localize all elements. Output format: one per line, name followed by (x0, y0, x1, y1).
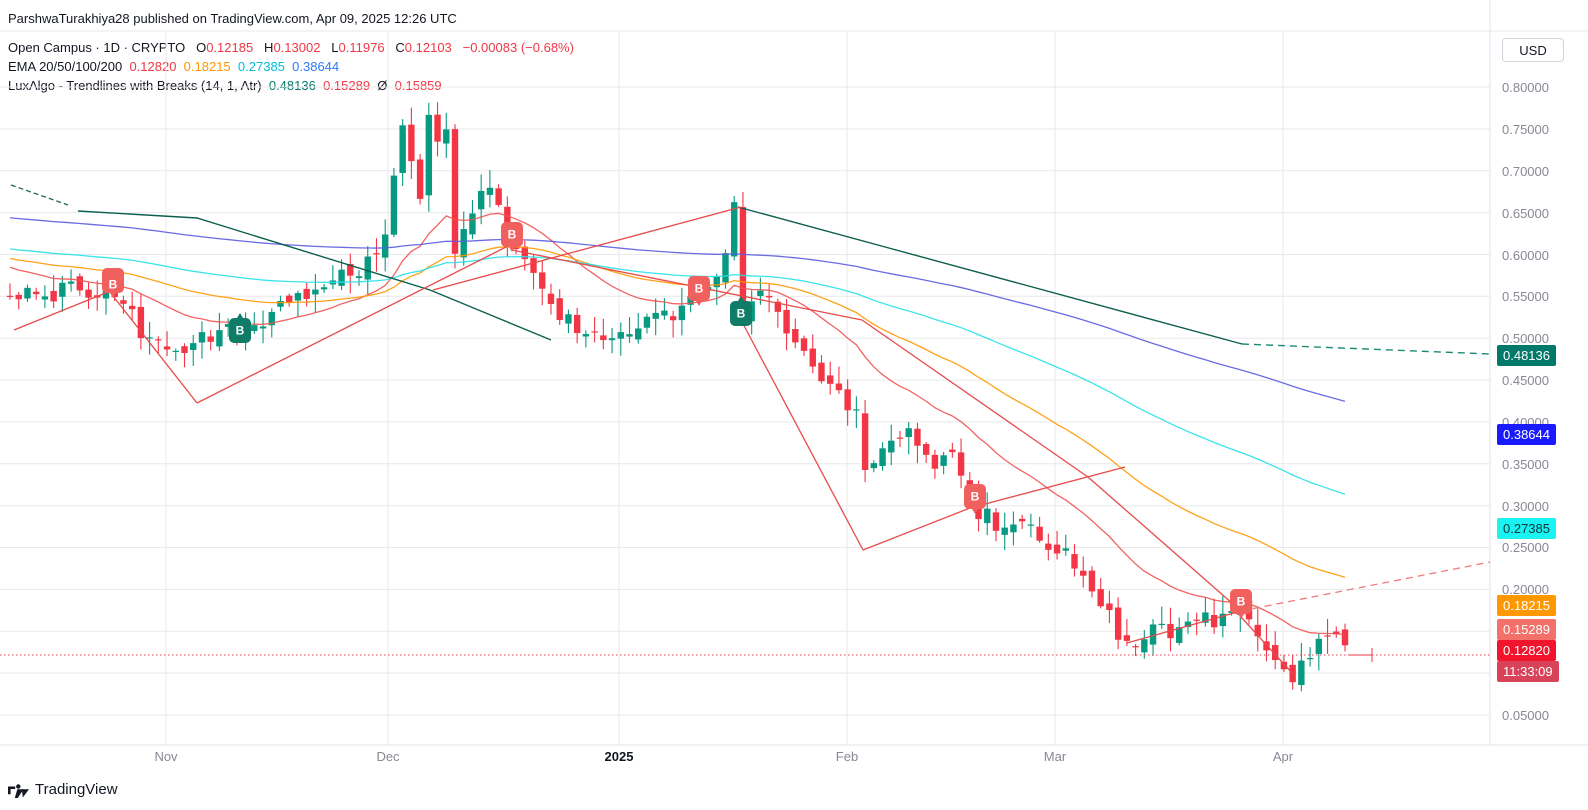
svg-text:B: B (236, 324, 245, 338)
svg-text:B: B (109, 278, 118, 292)
svg-text:B: B (508, 228, 517, 242)
svg-text:B: B (1237, 595, 1246, 609)
svg-text:B: B (971, 490, 980, 504)
svg-text:B: B (695, 282, 704, 296)
svg-text:B: B (737, 307, 746, 321)
